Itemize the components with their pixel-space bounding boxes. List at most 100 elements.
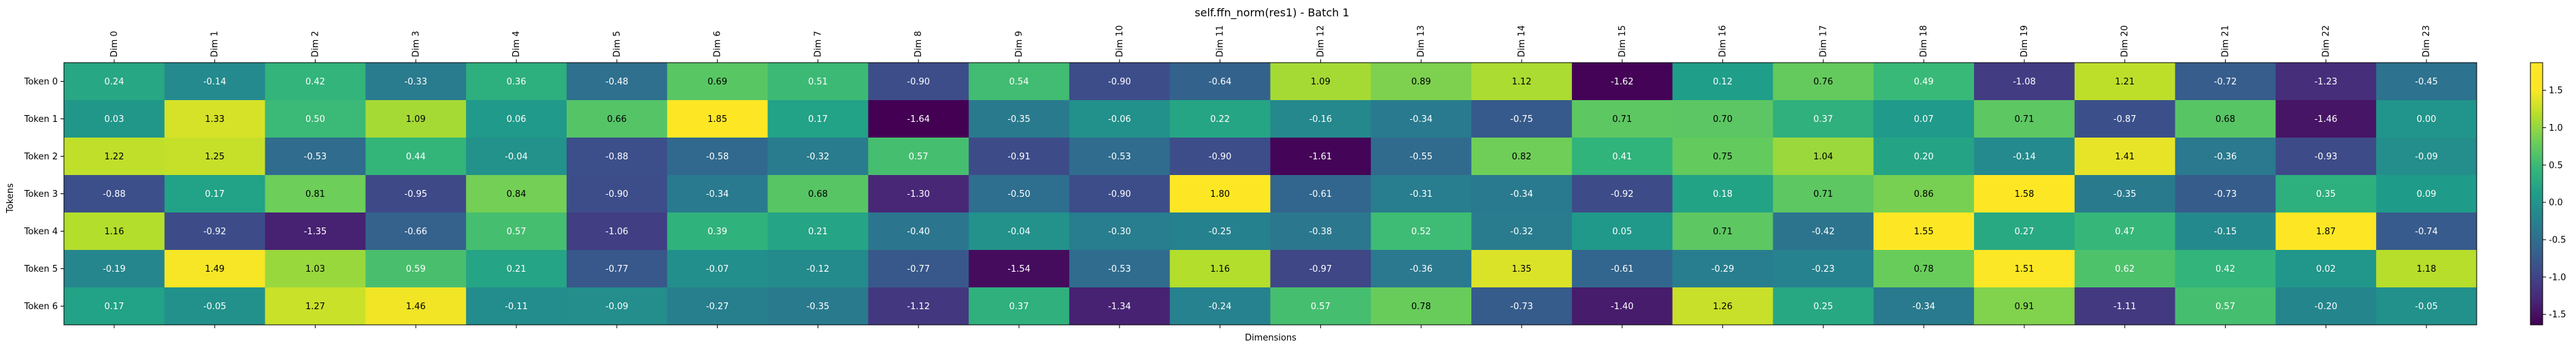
x-tick-label: Dim 8 bbox=[914, 31, 924, 57]
cell-value-label: 0.51 bbox=[808, 77, 828, 87]
cell-value-label: 0.21 bbox=[507, 264, 526, 274]
heatmap-cell bbox=[1672, 63, 1773, 101]
cell-value-label: 0.52 bbox=[1411, 227, 1431, 237]
cell-value-label: -0.90 bbox=[1108, 189, 1131, 200]
colorbar-tick-label: 0.0 bbox=[2549, 198, 2563, 208]
cell-value-label: 0.49 bbox=[1914, 77, 1934, 87]
heatmap-cell bbox=[969, 138, 1070, 176]
cell-value-label: -0.35 bbox=[807, 302, 830, 312]
heatmap-cell bbox=[164, 250, 266, 288]
cell-value-label: 0.71 bbox=[1813, 189, 1833, 200]
heatmap-cell bbox=[868, 100, 969, 138]
cell-value-label: -1.23 bbox=[2314, 77, 2337, 87]
cell-value-label: -0.77 bbox=[907, 264, 930, 274]
cell-value-label: 1.03 bbox=[305, 264, 325, 274]
heatmap-cell bbox=[868, 250, 969, 288]
cell-value-label: -0.16 bbox=[1309, 114, 1333, 125]
y-tick-label: Token 1 bbox=[24, 114, 58, 125]
y-tick-label: Token 5 bbox=[24, 264, 58, 274]
cell-value-label: -0.35 bbox=[2113, 189, 2137, 200]
heatmap-cell bbox=[1169, 63, 1271, 101]
cell-value-label: -0.61 bbox=[1611, 264, 1634, 274]
heatmap-cell bbox=[1773, 250, 1874, 288]
heatmap-cell bbox=[1873, 287, 1975, 326]
cell-value-label: -0.34 bbox=[1409, 114, 1433, 125]
cell-value-label: 0.71 bbox=[1612, 114, 1632, 125]
heatmap-cell bbox=[164, 175, 266, 213]
heatmap-cell bbox=[1571, 250, 1673, 288]
heatmap-cell bbox=[64, 175, 165, 213]
cell-value-label: -0.97 bbox=[1309, 264, 1333, 274]
cell-value-label: 0.44 bbox=[406, 152, 426, 162]
heatmap-cell bbox=[1069, 212, 1171, 251]
heatmap-cell bbox=[1873, 212, 1975, 251]
y-axis-label: Tokens bbox=[5, 183, 16, 214]
cell-value-label: -0.05 bbox=[203, 302, 227, 312]
heatmap-cell bbox=[1974, 250, 2075, 288]
cell-value-label: 0.89 bbox=[1411, 77, 1431, 87]
cell-value-label: 0.39 bbox=[707, 227, 727, 237]
heatmap-cell bbox=[1471, 138, 1573, 176]
cell-value-label: 1.09 bbox=[1311, 77, 1331, 87]
y-tick-label: Token 6 bbox=[24, 302, 58, 312]
heatmap-cell bbox=[1571, 100, 1673, 138]
cell-value-label: 0.57 bbox=[909, 152, 929, 162]
cell-value-label: 0.84 bbox=[507, 189, 526, 200]
heatmap-cell bbox=[667, 138, 769, 176]
heatmap-cell bbox=[868, 287, 969, 326]
x-tick-label: Dim 20 bbox=[2120, 25, 2130, 57]
colorbar: 1.5 1.0 0.5 0.0 -0.5 -1.0 -1.5 bbox=[2530, 62, 2566, 326]
cell-value-label: 0.37 bbox=[1009, 302, 1029, 312]
cell-value-label: 0.07 bbox=[1914, 114, 1934, 125]
heatmap-cell bbox=[566, 287, 668, 326]
cell-value-label: -0.35 bbox=[1007, 114, 1031, 125]
cell-value-label: -0.25 bbox=[1209, 227, 1232, 237]
cell-value-label: 0.35 bbox=[2316, 189, 2336, 200]
cell-value-label: 0.57 bbox=[507, 227, 526, 237]
cell-value-label: -0.73 bbox=[1510, 302, 1533, 312]
cell-value-label: -1.62 bbox=[1611, 77, 1634, 87]
cell-value-label: -0.93 bbox=[2314, 152, 2337, 162]
heatmap-cell bbox=[1471, 212, 1573, 251]
x-tick-label: Dim 3 bbox=[411, 31, 421, 57]
cell-value-label: -0.06 bbox=[1108, 114, 1131, 125]
cell-value-label: -0.09 bbox=[2415, 152, 2438, 162]
heatmap-cell bbox=[767, 212, 869, 251]
heatmap-cell bbox=[868, 63, 969, 101]
heatmap-cell bbox=[1169, 100, 1271, 138]
x-tick-label: Dim 14 bbox=[1517, 25, 1527, 57]
heatmap-cell bbox=[969, 63, 1070, 101]
cell-value-label: -0.15 bbox=[2214, 227, 2237, 237]
heatmap-cells: 0.24 -0.14 0.42 -0.33 0.36 -0.48 0.69 0.51 -0.90… bbox=[64, 63, 2477, 326]
cell-value-label: 0.22 bbox=[1210, 114, 1230, 125]
cell-value-label: -0.92 bbox=[1611, 189, 1634, 200]
heatmap-cell bbox=[1672, 138, 1773, 176]
cell-value-label: 0.41 bbox=[1612, 152, 1632, 162]
cell-value-label: 1.58 bbox=[2014, 189, 2034, 200]
colorbar-tick-label: 0.5 bbox=[2549, 161, 2563, 171]
heatmap-cell bbox=[1974, 100, 2075, 138]
cell-value-label: -0.45 bbox=[2415, 77, 2438, 87]
x-tick-label: Dim 21 bbox=[2221, 25, 2231, 57]
cell-value-label: -0.66 bbox=[404, 227, 427, 237]
heatmap-cell bbox=[1270, 250, 1371, 288]
heatmap-cell bbox=[566, 175, 668, 213]
heatmap-cell bbox=[1371, 100, 1472, 138]
cell-value-label: -0.12 bbox=[807, 264, 830, 274]
cell-value-label: 0.17 bbox=[104, 302, 124, 312]
heatmap-cell bbox=[365, 138, 467, 176]
heatmap-cell bbox=[1873, 175, 1975, 213]
heatmap-cell bbox=[265, 175, 366, 213]
cell-value-label: 0.05 bbox=[1612, 227, 1632, 237]
heatmap-cell bbox=[164, 287, 266, 326]
y-tick-label: Token 3 bbox=[24, 189, 58, 200]
y-tick-labels: Token 0 Token 1 Token 2 Token 3 Token 4 Token… bbox=[24, 77, 64, 312]
heatmap-cell bbox=[2275, 287, 2377, 326]
cell-value-label: 1.87 bbox=[2316, 227, 2336, 237]
cell-value-label: 0.12 bbox=[1713, 77, 1733, 87]
heatmap-cell bbox=[265, 212, 366, 251]
heatmap-cell bbox=[1371, 175, 1472, 213]
heatmap-cell bbox=[265, 138, 366, 176]
heatmap-cell bbox=[64, 138, 165, 176]
heatmap-cell bbox=[1371, 138, 1472, 176]
